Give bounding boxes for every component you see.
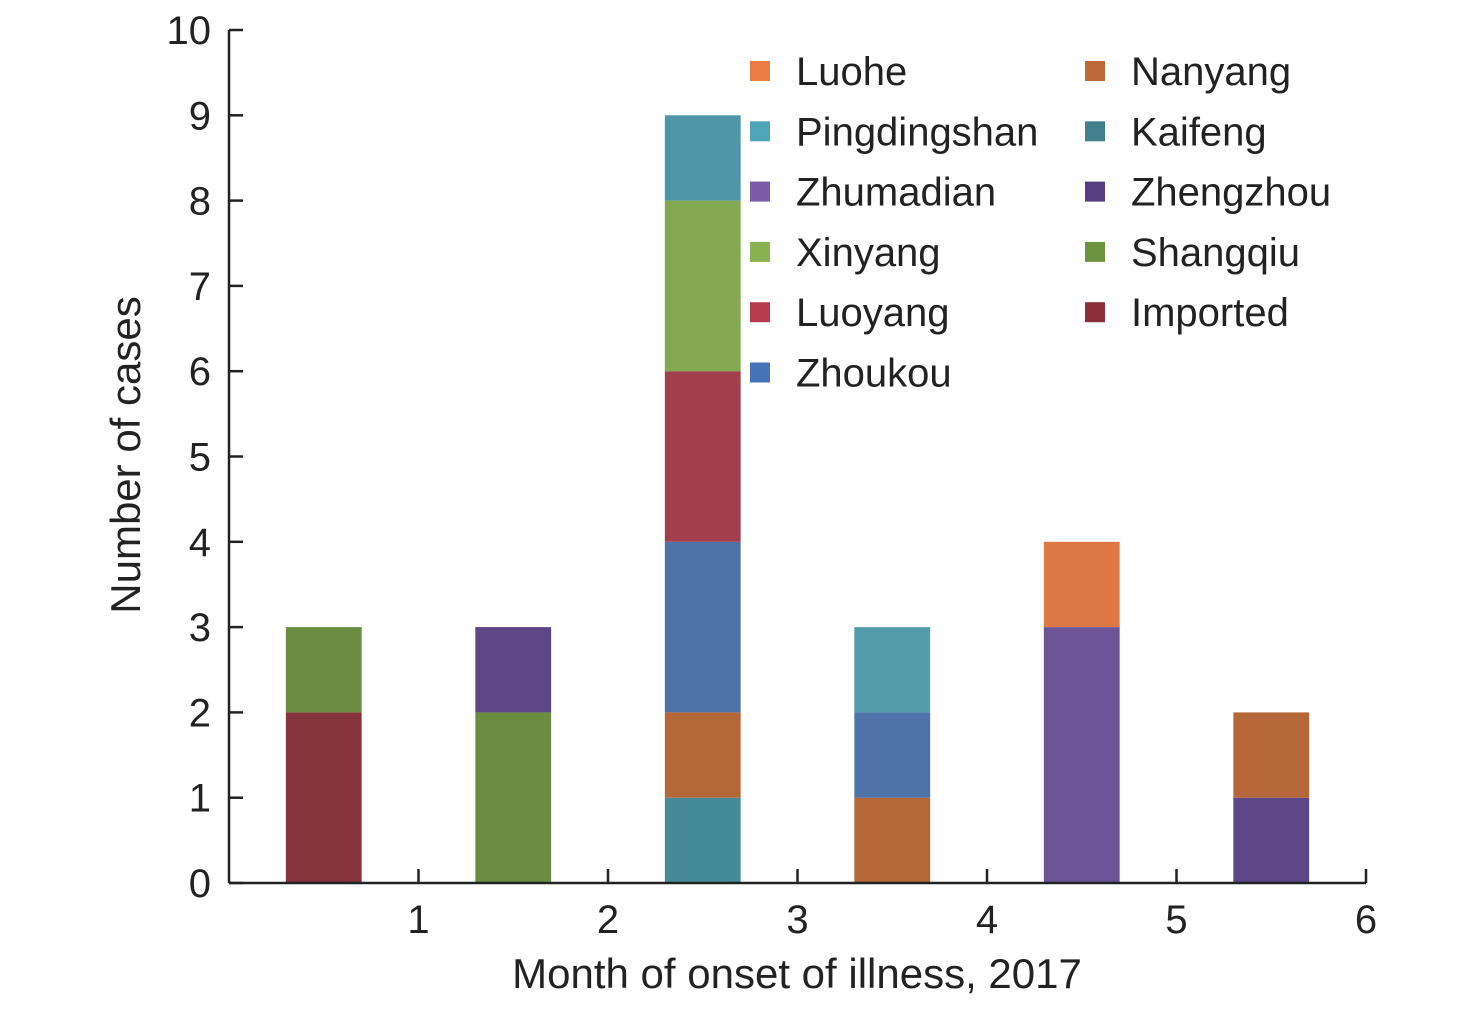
y-tick-label: 3	[189, 606, 211, 650]
y-tick-label: 10	[167, 9, 212, 53]
legend: Luohe Nanyang Pingdingshan Kaifeng Zhumadian…	[750, 50, 1331, 396]
axes-group: 0 1 2 3 4 5 6 7 8 9 10 1 2 3 4 5 6	[167, 9, 1378, 942]
legend-swatch-kaifeng	[1085, 121, 1105, 142]
legend-swatch-zhengzhou	[1085, 181, 1105, 202]
y-tick-label: 8	[189, 180, 211, 224]
x-tick-label: 6	[1355, 898, 1377, 942]
x-tick-label: 5	[1165, 898, 1187, 942]
bar-segment-xinyang-3	[664, 200, 741, 372]
legend-swatch-luoyang	[750, 302, 770, 323]
bar-segment-luoyang-3	[664, 371, 741, 542]
legend-swatch-xinyang	[750, 241, 770, 262]
x-tick-label: 2	[597, 898, 619, 942]
legend-swatch-nanyang	[1085, 61, 1105, 81]
x-tick-label: 4	[976, 898, 998, 942]
legend-swatch-luohe	[750, 61, 770, 81]
bar-segment-zhumadian-5	[1043, 627, 1120, 883]
legend-swatch-zhoukou	[750, 362, 770, 383]
legend-swatch-imported	[1085, 302, 1105, 323]
bar-segment-nanyang-6	[1233, 712, 1310, 798]
legend-swatch-pingdingshan	[750, 121, 770, 142]
bar-segment-zhoukou-4	[854, 712, 931, 798]
bar-segment-pingdingshan-4	[854, 627, 931, 713]
legend-label-xinyang: Xinyang	[796, 231, 941, 275]
bar-segment-imported-1	[285, 712, 362, 883]
y-tick-label: 5	[189, 436, 211, 480]
legend-label-zhengzhou: Zhengzhou	[1131, 171, 1331, 215]
y-tick-label: 6	[189, 350, 211, 394]
legend-label-nanyang: Nanyang	[1131, 50, 1291, 94]
y-tick-label: 0	[189, 862, 211, 906]
legend-label-imported: Imported	[1131, 291, 1289, 335]
y-tick-label: 9	[189, 94, 211, 138]
legend-swatch-shangqiu	[1085, 241, 1105, 262]
y-tick-label: 7	[189, 265, 211, 309]
bar-segment-kaifeng-3	[664, 115, 741, 201]
y-tick-label: 2	[189, 691, 211, 735]
bar-segment-nanyang-3	[664, 712, 741, 798]
legend-label-pingdingshan: Pingdingshan	[796, 110, 1038, 154]
legend-label-luohe: Luohe	[796, 50, 907, 94]
y-axis-label: Number of cases	[102, 296, 149, 613]
bar-segment-shangqiu-1	[285, 627, 362, 713]
legend-label-zhoukou: Zhoukou	[796, 352, 952, 396]
bar-segment-zhengzhou-6	[1233, 797, 1310, 883]
legend-label-zhumadian: Zhumadian	[796, 171, 996, 215]
x-tick-label: 1	[407, 898, 429, 942]
bar-segment-kaifeng-3	[664, 797, 741, 883]
y-tick-label: 4	[189, 521, 211, 565]
legend-swatch-zhumadian	[750, 181, 770, 202]
legend-label-kaifeng: Kaifeng	[1131, 110, 1267, 154]
legend-label-shangqiu: Shangqiu	[1131, 231, 1300, 275]
bar-segment-nanyang-4	[854, 797, 931, 883]
bar-segment-zhoukou-3	[664, 541, 741, 713]
legend-label-luoyang: Luoyang	[796, 291, 949, 335]
bar-segment-shangqiu-2	[475, 712, 552, 883]
x-axis-label: Month of onset of illness, 2017	[512, 950, 1082, 997]
bar-segment-zhengzhou-2	[475, 627, 552, 713]
bar-segment-luohe-5	[1043, 541, 1120, 628]
bars-group	[285, 115, 1310, 883]
x-tick-label: 3	[786, 898, 808, 942]
y-tick-label: 1	[189, 777, 211, 821]
